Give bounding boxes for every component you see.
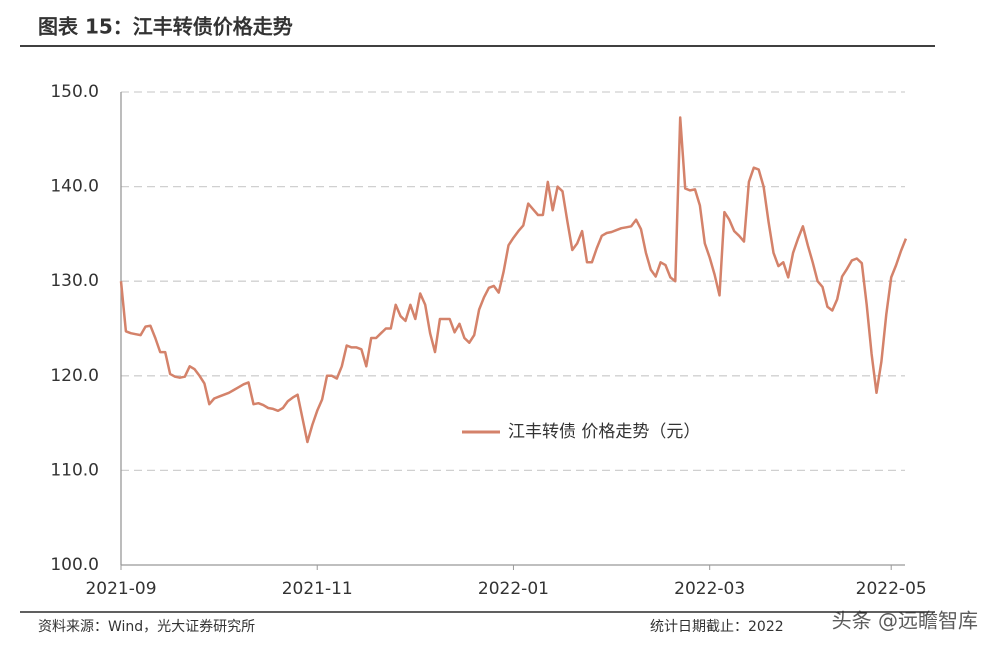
y-tick-label: 110.0 <box>50 460 99 480</box>
y-tick-label: 130.0 <box>50 271 99 291</box>
date-note: 统计日期截止：2022 <box>650 619 784 635</box>
y-tick-label: 100.0 <box>50 555 99 575</box>
watermark: 头条 @远瞻智库 <box>832 609 978 633</box>
chart-title: 图表 15：江丰转债价格走势 <box>38 15 293 39</box>
x-tick-label: 2021-09 <box>85 579 156 599</box>
x-tick-label: 2021-11 <box>282 579 353 599</box>
y-tick-label: 140.0 <box>50 177 99 197</box>
x-tick-label: 2022-03 <box>674 579 745 599</box>
x-tick-label: 2022-05 <box>856 579 927 599</box>
legend-label: 江丰转债 价格走势（元） <box>508 422 700 442</box>
y-tick-label: 120.0 <box>50 366 99 386</box>
y-tick-label: 150.0 <box>50 82 99 102</box>
source-note: 资料来源：Wind，光大证券研究所 <box>38 619 255 635</box>
series-line <box>119 116 908 444</box>
x-tick-label: 2022-01 <box>478 579 549 599</box>
